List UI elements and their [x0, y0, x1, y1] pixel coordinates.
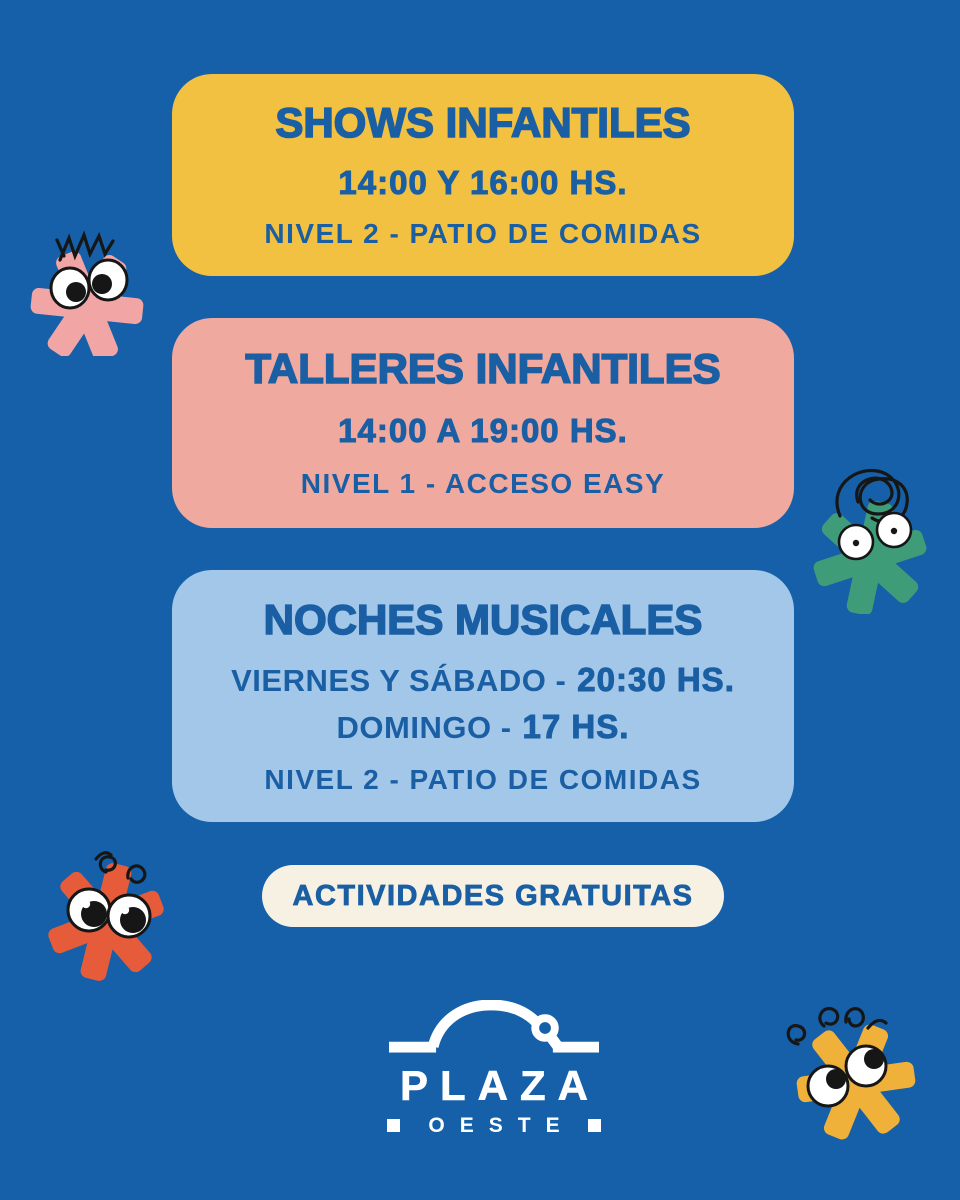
- asterisk-body: [30, 251, 144, 356]
- card-talleres-infantiles: TALLERES INFANTILES 14:00 A 19:00 HS. NI…: [172, 318, 794, 528]
- card-location: NIVEL 2 - PATIO DE COMIDAS: [264, 218, 702, 250]
- logo-arch-icon: [388, 1000, 600, 1053]
- card-title: TALLERES INFANTILES: [245, 344, 722, 392]
- logo-subtitle-row: OESTE: [387, 1114, 601, 1137]
- green-asterisk-character: [813, 468, 927, 614]
- schedule-time: 17 HS.: [522, 708, 630, 745]
- scribble-hair-icon: [786, 1007, 888, 1046]
- logo-wordmark: PLAZA: [400, 1062, 600, 1109]
- logo-square-icon: [587, 1119, 601, 1132]
- googly-eyes: [806, 1044, 888, 1108]
- scribble-hair-icon: [55, 230, 115, 262]
- schedule-days: DOMINGO -: [336, 710, 512, 745]
- asterisk-body: [813, 500, 927, 614]
- pink-asterisk-character: [30, 230, 144, 356]
- googly-eyes: [66, 887, 152, 939]
- free-activities-label: ACTIVIDADES GRATUITAS: [292, 879, 694, 912]
- card-time: 14:00 Y 16:00 HS.: [338, 163, 628, 201]
- card-time: 14:00 A 19:00 HS.: [338, 411, 628, 449]
- card-shows-infantiles: SHOWS INFANTILES 14:00 Y 16:00 HS. NIVEL…: [172, 74, 794, 276]
- googly-eyes: [837, 511, 913, 561]
- scribble-hair-icon: [835, 468, 909, 524]
- card-location: NIVEL 1 - ACCESO EASY: [300, 468, 666, 500]
- red-asterisk-character: [48, 851, 164, 981]
- card-location: NIVEL 2 - PATIO DE COMIDAS: [264, 763, 702, 795]
- schedule-time: 20:30 HS.: [577, 661, 735, 698]
- free-activities-badge: ACTIVIDADES GRATUITAS: [262, 865, 724, 927]
- googly-eyes: [49, 258, 129, 310]
- yellow-asterisk-character: [786, 1007, 916, 1140]
- schedule-group: VIERNES Y SÁBADO - 20:30 HS. DOMINGO - 1…: [231, 661, 735, 745]
- scribble-hair-icon: [94, 851, 147, 884]
- plaza-oeste-logo: PLAZA OESTE: [374, 1000, 614, 1136]
- card-noches-musicales: NOCHES MUSICALES VIERNES Y SÁBADO - 20:3…: [172, 570, 794, 822]
- schedule-days: VIERNES Y SÁBADO -: [231, 663, 567, 698]
- card-title: NOCHES MUSICALES: [263, 595, 703, 643]
- schedule-line: VIERNES Y SÁBADO - 20:30 HS.: [231, 661, 735, 698]
- logo-subtitle: OESTE: [428, 1114, 575, 1137]
- logo-square-icon: [387, 1119, 401, 1132]
- schedule-line: DOMINGO - 17 HS.: [336, 708, 630, 745]
- card-title: SHOWS INFANTILES: [275, 98, 692, 146]
